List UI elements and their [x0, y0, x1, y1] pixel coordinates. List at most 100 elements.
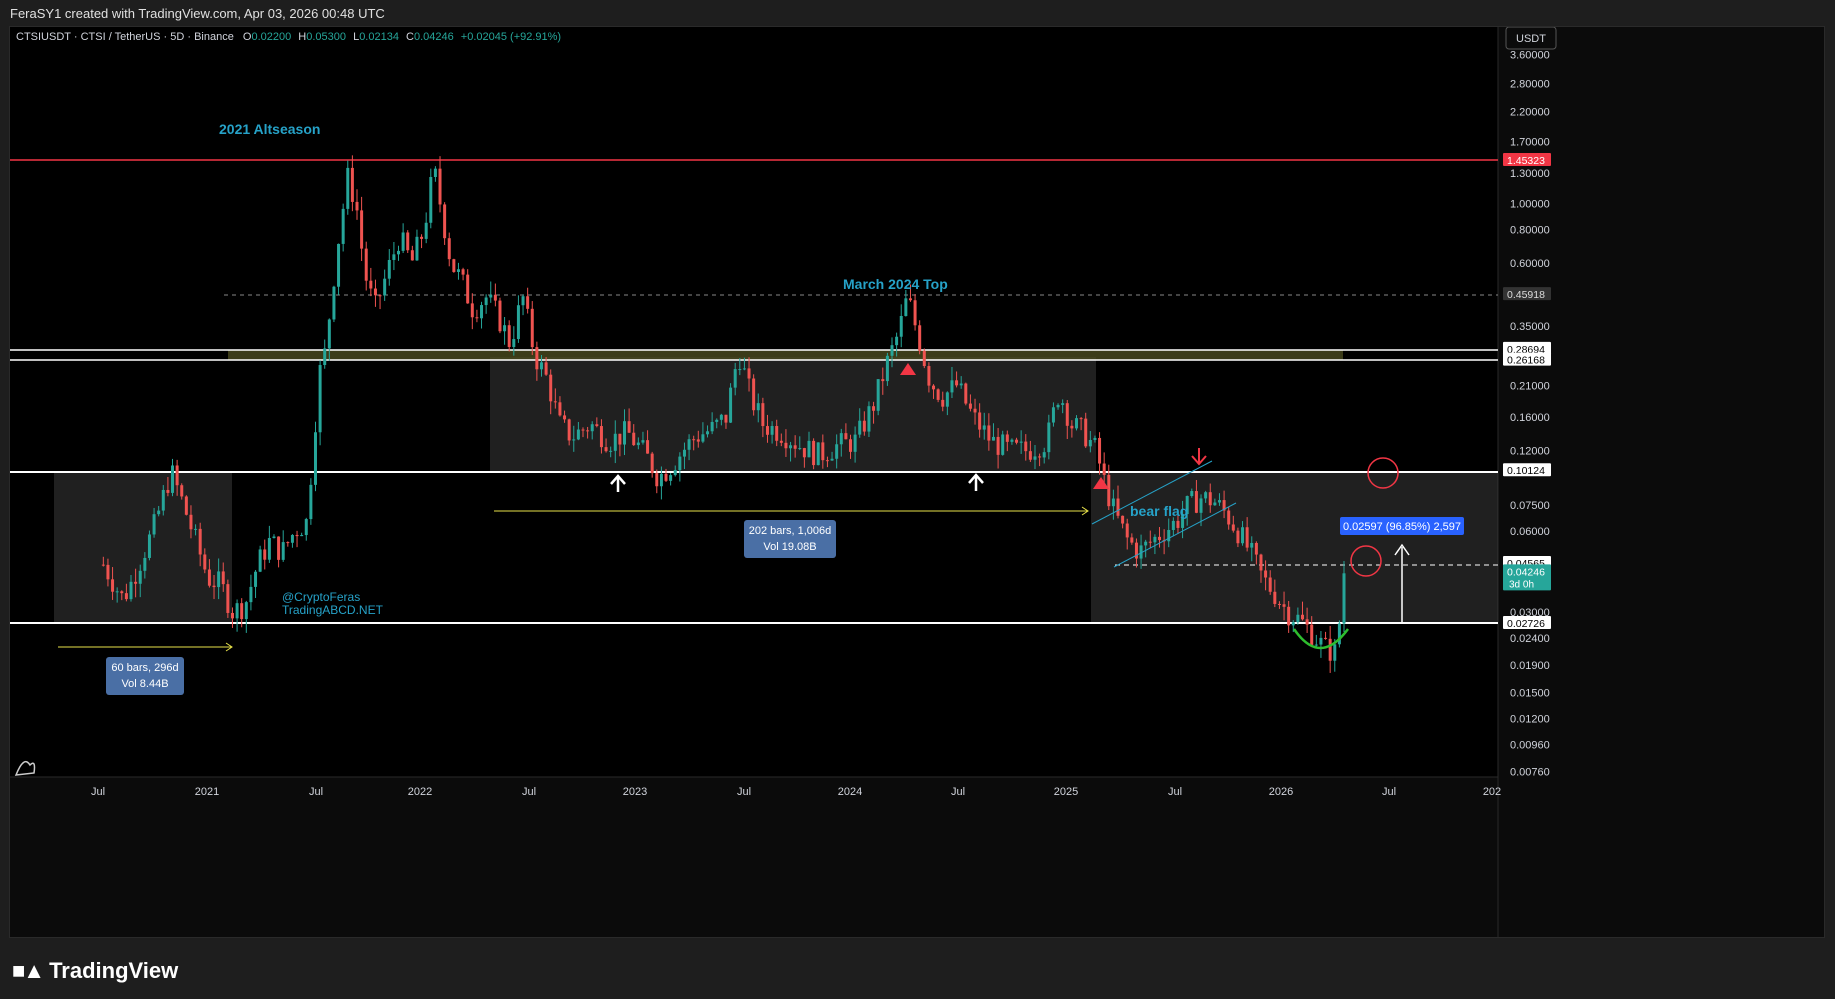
- candle-body: [1319, 637, 1323, 645]
- x-tick-label: 202: [1483, 786, 1501, 798]
- candle-body: [885, 355, 889, 382]
- candle-body: [198, 528, 202, 555]
- candle-body: [480, 305, 484, 319]
- annotation-bear-flag: bear flag: [1130, 503, 1188, 519]
- price-label: 0.45918: [1507, 289, 1545, 301]
- candle-body: [798, 448, 802, 450]
- candle-body: [1024, 441, 1028, 452]
- candle-body: [1296, 614, 1300, 623]
- bear-flag-upper: [1091, 460, 1213, 525]
- candle-body: [369, 280, 373, 289]
- measure-text: 0.02597 (96.85%) 2,597: [1343, 521, 1461, 533]
- candle-body: [526, 296, 530, 309]
- candle-body: [115, 591, 119, 593]
- candle-body: [1264, 570, 1268, 578]
- candle-body: [706, 431, 710, 435]
- candle-body: [932, 385, 936, 390]
- time-axis[interactable]: [10, 777, 1498, 938]
- price-label-box: [1503, 352, 1551, 366]
- range-arrowhead-2: [1081, 506, 1089, 516]
- annotation-author1: @CryptoFeras: [282, 590, 360, 604]
- candle-body: [848, 439, 852, 452]
- candle-body: [235, 603, 239, 619]
- candle-body: [415, 236, 419, 261]
- candle-body: [364, 248, 368, 281]
- y-tick-label: 0.21000: [1510, 380, 1550, 392]
- x-tick-label: 2026: [1269, 786, 1293, 798]
- price-label: 0.26168: [1507, 355, 1545, 367]
- candle-body: [332, 286, 336, 320]
- chart-frame[interactable]: 60 bars, 296d Vol 8.44B 202 bars, 1,006d…: [9, 26, 1825, 938]
- candle-body: [890, 345, 894, 356]
- resistance-zone: [228, 350, 1343, 360]
- candle-body: [461, 269, 465, 275]
- candle-body: [858, 420, 862, 435]
- candle-body: [406, 232, 410, 251]
- x-tick-label: 2024: [838, 786, 862, 798]
- candle-body: [1181, 514, 1185, 528]
- candle-body: [1038, 456, 1042, 458]
- candle-body: [669, 475, 673, 481]
- candle-body: [646, 440, 650, 454]
- candle-body: [521, 296, 525, 306]
- candle-body: [692, 439, 696, 441]
- candle-body: [1236, 530, 1240, 544]
- candle-body: [710, 421, 714, 432]
- candle-body: [733, 369, 737, 388]
- currency-button[interactable]: [1505, 27, 1557, 50]
- annotation-altseason: 2021 Altseason: [219, 121, 320, 137]
- price-axis[interactable]: [1498, 27, 1825, 938]
- candle-body: [599, 426, 603, 448]
- candle-body: [1300, 614, 1304, 620]
- y-tick-label: 3.60000: [1510, 49, 1550, 61]
- candle-body: [355, 201, 359, 211]
- annotation-march-top: March 2024 Top: [843, 276, 948, 292]
- candle-body: [1033, 456, 1037, 460]
- arrow-up-icon: [610, 474, 626, 492]
- tradingview-logo[interactable]: ■▲ TradingView: [12, 958, 178, 984]
- candle-body: [249, 586, 253, 603]
- range1-line1: 60 bars, 296d: [111, 662, 178, 674]
- candle-body: [747, 368, 751, 379]
- y-tick-label: 2.80000: [1510, 79, 1550, 91]
- candle-body: [701, 434, 705, 442]
- candle-body: [346, 167, 350, 209]
- candle-body: [1144, 541, 1148, 546]
- candle-body: [1093, 437, 1097, 440]
- tradingview-dino-icon: [14, 760, 36, 776]
- candle-body: [484, 297, 488, 306]
- x-tick-label: 2023: [623, 786, 647, 798]
- x-tick-label: Jul: [1382, 786, 1396, 798]
- cup-curve: [1292, 628, 1350, 650]
- candle-body: [1268, 577, 1272, 592]
- candle-body: [1005, 434, 1009, 442]
- candle-body: [272, 536, 276, 539]
- candle-body: [779, 440, 783, 443]
- x-tick-label: Jul: [309, 786, 323, 798]
- price-chart[interactable]: 60 bars, 296d Vol 8.44B 202 bars, 1,006d…: [10, 27, 1825, 938]
- candle-body: [904, 298, 908, 316]
- candle-body: [959, 383, 963, 386]
- range-box-2: [490, 357, 1096, 472]
- candle-body: [576, 429, 580, 440]
- candle-body: [175, 465, 179, 486]
- candle-body: [775, 426, 779, 441]
- candle-body: [922, 350, 926, 367]
- candle-body: [945, 392, 949, 407]
- footer-bar: ■▲ TradingView: [0, 940, 1835, 999]
- candle-body: [835, 444, 839, 459]
- candle-body: [655, 473, 659, 487]
- candle-body: [1125, 523, 1129, 538]
- arrow-down-icon: [1191, 448, 1207, 466]
- candle-body: [180, 485, 184, 497]
- candle-body: [687, 439, 691, 450]
- candle-body: [383, 278, 387, 296]
- candle-body: [1070, 425, 1074, 429]
- candle-body: [313, 432, 317, 485]
- candle-body: [309, 484, 313, 520]
- candle-body: [964, 383, 968, 404]
- candle-body: [1107, 474, 1111, 507]
- candle-body: [1019, 441, 1023, 443]
- candle-body: [1324, 637, 1328, 639]
- candle-body: [1102, 463, 1106, 475]
